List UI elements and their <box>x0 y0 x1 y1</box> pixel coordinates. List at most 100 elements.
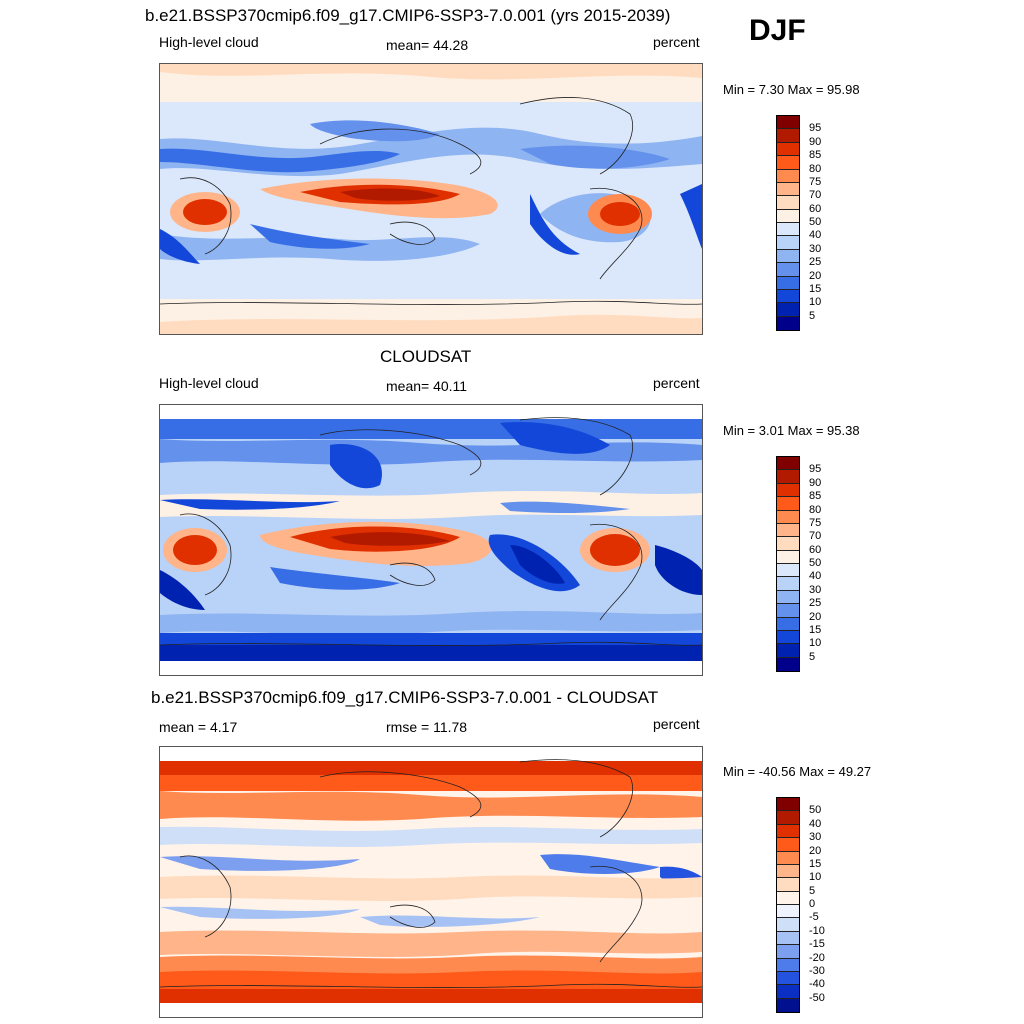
panel2-colorbar-swatches <box>777 457 799 671</box>
panel3-title: b.e21.BSSP370cmip6.f09_g17.CMIP6-SSP3-7.… <box>151 688 659 707</box>
panel2-tick: 90 <box>809 476 822 489</box>
panel1-tick: 60 <box>809 202 822 215</box>
colorbar-swatch <box>777 156 799 170</box>
panel1-tick: 50 <box>809 216 822 228</box>
panel1-tick: 40 <box>809 229 822 242</box>
panel1-right-label: percent <box>653 34 700 50</box>
panel1-title: b.e21.BSSP370cmip6.f09_g17.CMIP6-SSP3-7.… <box>145 6 671 25</box>
colorbar-swatch <box>777 169 799 183</box>
panel2-left-label: High-level cloud <box>159 375 259 391</box>
colorbar-swatch <box>777 931 799 946</box>
panel3-tick: -50 <box>809 991 825 1004</box>
panel3-center-label: rmse = 11.78 <box>386 719 468 735</box>
panel1-tick: 10 <box>809 296 822 309</box>
panel3-tick: 50 <box>809 804 822 817</box>
colorbar-swatch <box>777 497 799 511</box>
panel1-tick: 75 <box>809 175 822 188</box>
colorbar-swatch <box>777 483 799 498</box>
panel1-tick: 30 <box>809 242 822 255</box>
panel1-map <box>159 63 703 335</box>
panel2-right-label: percent <box>653 375 700 391</box>
panel3-tick: 5 <box>809 884 816 897</box>
colorbar-swatch <box>777 470 799 484</box>
panel3-tick: 15 <box>809 857 822 870</box>
colorbar-swatch <box>777 864 799 879</box>
panel3-tick: -5 <box>809 911 819 924</box>
panel2-tick: 50 <box>809 557 822 569</box>
colorbar-swatch <box>777 223 799 237</box>
panel2-center-label: mean= 40.11 <box>386 378 468 394</box>
panel2-tick: 40 <box>809 570 822 583</box>
panel3-tick: -20 <box>809 951 825 964</box>
season-label: DJF <box>749 14 806 47</box>
colorbar-swatch <box>777 236 799 250</box>
panel2-tick: 5 <box>809 650 816 663</box>
colorbar-swatch <box>777 564 799 578</box>
colorbar-swatch <box>777 644 799 658</box>
panel1-tick: 95 <box>809 122 822 135</box>
panel3-right-label: percent <box>653 716 700 732</box>
panel3-tick: 20 <box>809 844 822 857</box>
panel1-minmax: Min = 7.30 Max = 95.98 <box>723 82 860 97</box>
colorbar-swatch <box>777 891 799 905</box>
panel2-tick: 75 <box>809 516 822 529</box>
colorbar-swatch <box>777 303 799 317</box>
panel2-tick: 95 <box>809 463 822 476</box>
panel2-minmax: Min = 3.01 Max = 95.38 <box>723 423 860 438</box>
panel2-tick: 10 <box>809 637 822 650</box>
colorbar-swatch <box>777 604 799 618</box>
colorbar-swatch <box>777 316 799 330</box>
colorbar-swatch <box>777 811 799 825</box>
panel2-colorbar <box>776 456 800 672</box>
panel3-minmax: Min = -40.56 Max = 49.27 <box>723 764 872 779</box>
colorbar-swatch <box>777 905 799 919</box>
panel3-map <box>159 746 703 1018</box>
panel3-tick: 40 <box>809 817 822 830</box>
panel1-tick: 85 <box>809 149 822 162</box>
panel3-tick: -15 <box>809 938 825 951</box>
colorbar-swatch <box>777 196 799 210</box>
panel2-tick: 15 <box>809 623 822 636</box>
panel2-tick: 70 <box>809 530 822 543</box>
colorbar-swatch <box>777 116 799 130</box>
colorbar-swatch <box>777 289 799 304</box>
colorbar-swatch <box>777 851 799 865</box>
panel3-left-label: mean = 4.17 <box>159 719 238 735</box>
panel2-tick: 30 <box>809 583 822 596</box>
panel1-tick: 20 <box>809 269 822 282</box>
panel1-tick: 5 <box>809 309 816 322</box>
colorbar-swatch <box>777 958 799 972</box>
colorbar-swatch <box>777 590 799 605</box>
colorbar-swatch <box>777 129 799 143</box>
colorbar-swatch <box>777 537 799 551</box>
panel2-tick: 25 <box>809 597 822 610</box>
colorbar-swatch <box>777 182 799 197</box>
panel3-tick: 0 <box>809 898 816 910</box>
colorbar-swatch <box>777 971 799 986</box>
panel1-colorbar-swatches <box>777 116 799 330</box>
colorbar-swatch <box>777 998 799 1012</box>
panel1-tick: 80 <box>809 162 822 175</box>
panel2-map <box>159 404 703 676</box>
panel3-tick: -40 <box>809 978 825 991</box>
panel3-colorbar <box>776 797 800 1013</box>
panel1-center-label: mean= 44.28 <box>386 37 469 53</box>
colorbar-swatch <box>777 457 799 471</box>
panel3-tick: 30 <box>809 831 822 844</box>
panel3-tick: -30 <box>809 964 825 977</box>
colorbar-swatch <box>777 798 799 812</box>
colorbar-swatch <box>777 617 799 631</box>
colorbar-swatch <box>777 142 799 157</box>
colorbar-swatch <box>777 523 799 538</box>
panel1-tick: 25 <box>809 256 822 269</box>
colorbar-swatch <box>777 276 799 290</box>
panel2-tick: 20 <box>809 610 822 623</box>
colorbar-swatch <box>777 657 799 671</box>
colorbar-swatch <box>777 263 799 277</box>
panel3-tick: 10 <box>809 871 822 884</box>
colorbar-swatch <box>777 577 799 591</box>
colorbar-swatch <box>777 630 799 645</box>
panel2-title: CLOUDSAT <box>380 347 472 366</box>
colorbar-swatch <box>777 550 799 564</box>
panel3-tick: -10 <box>809 924 825 937</box>
